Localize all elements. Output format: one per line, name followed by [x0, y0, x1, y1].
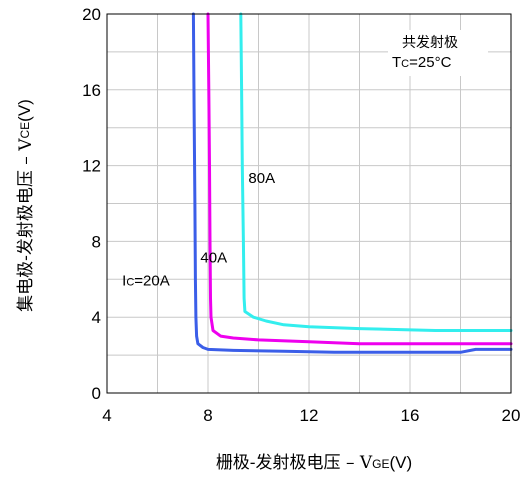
y-axis-label-suffix: (V) [15, 99, 34, 122]
x-axis-label: 栅极-发射极电压 – VGE(V) [216, 453, 412, 473]
x-tick-label: 4 [102, 406, 111, 425]
y-tick-label: 0 [92, 384, 101, 403]
y-axis-label-subscript: CE [18, 122, 32, 139]
curves [191, 12, 513, 354]
y-tick-label: 16 [82, 81, 101, 100]
series-label-40A: 40A [200, 250, 227, 267]
y-axis-label-prefix: 集电极-发射极电压 – V [16, 138, 36, 312]
series-line-40A [206, 12, 513, 346]
legend-condition: TC=25°C [392, 54, 452, 71]
series-line-80A [239, 12, 513, 332]
x-tick-label: 12 [300, 406, 319, 425]
series-line-20A [191, 12, 513, 354]
x-axis-label-suffix: (V) [390, 453, 413, 472]
x-tick-label: 20 [502, 406, 521, 425]
legend: 共发射极 TC=25°C [388, 30, 488, 76]
curve-labels: IC=20A 40A 80A [122, 170, 275, 289]
legend-condition-suffix: =25°C [409, 54, 451, 71]
y-tick-label: 8 [92, 232, 101, 251]
y-axis-label: 集电极-发射极电压 – VCE(V) [15, 99, 35, 312]
x-tick-label: 16 [401, 406, 420, 425]
y-tick-label: 4 [92, 308, 101, 327]
legend-title: 共发射极 [402, 35, 458, 51]
x-tick-label: 8 [203, 406, 212, 425]
legend-condition-subscript: C [401, 58, 409, 70]
legend-condition-prefix: T [392, 54, 401, 71]
y-tick-label: 20 [82, 5, 101, 24]
series-label-20A: IC=20A [122, 272, 170, 289]
x-axis-label-subscript: GE [372, 457, 389, 471]
series-label-80A: 80A [248, 170, 275, 187]
legend-box [388, 30, 488, 76]
y-tick-label: 12 [82, 157, 101, 176]
x-axis-label-prefix: 栅极-发射极电压 – V [216, 453, 373, 473]
plot-frame [106, 13, 512, 394]
grid [107, 14, 511, 393]
